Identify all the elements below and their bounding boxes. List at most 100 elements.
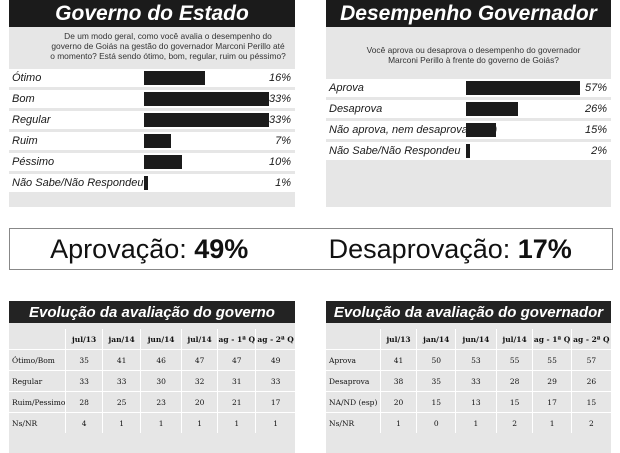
bar-value-label: 10%: [268, 156, 291, 168]
bar-label: Regular: [12, 114, 51, 126]
column-header: jun/14: [455, 329, 497, 350]
desaprovacao-label: Desaprovação:: [328, 233, 511, 264]
column-header: ag - 2ª Q: [570, 329, 611, 350]
bar-row: Não Sabe/Não Respondeu 1%: [9, 174, 295, 192]
aprovacao-value: 49%: [194, 233, 249, 264]
bar-label: Péssimo: [12, 156, 55, 168]
table-cell: 1: [217, 412, 256, 433]
table-cell: 1: [532, 412, 572, 433]
table-cell: 47: [217, 349, 256, 371]
table-cell: 53: [455, 349, 497, 371]
bar-value-label: 16%: [268, 72, 291, 84]
bar-label: Aprova: [329, 82, 364, 94]
bar-label: Bom: [12, 93, 35, 105]
table-row: Desaprova 38 35 33 28 29 26: [326, 370, 611, 392]
aprovacao-label: Aprovação:: [50, 233, 187, 264]
bar: [466, 102, 518, 116]
table-cell: 13: [455, 391, 497, 413]
table-cell: 26: [570, 370, 611, 392]
table-cell: 4: [65, 412, 103, 433]
table-row: Aprova 41 50 53 55 55 57: [326, 349, 611, 371]
table-cell: 47: [180, 349, 218, 371]
bar: [144, 176, 148, 190]
column-header: jul/13: [65, 329, 103, 350]
table-cell: 23: [140, 391, 182, 413]
table-row: Ns/NR 1 0 1 2 1 2: [326, 412, 611, 433]
table-cell: 33: [65, 370, 103, 392]
bar-value-label: 15%: [584, 124, 607, 136]
bar-label: Não aprova, nem desaprova (Esp): [329, 124, 498, 136]
corner-cell: [9, 329, 66, 350]
row-label: Ruim/Pessimo: [9, 391, 66, 413]
governador-trend-panel: Evolução da avaliação do governador jul/…: [326, 301, 611, 453]
table-cell: 41: [101, 349, 141, 371]
bar-row: Desaprova 26%: [326, 100, 611, 118]
column-header: ag - 2ª Q: [255, 329, 295, 350]
bar-row: Aprova 57%: [326, 79, 611, 97]
table-cell: 55: [532, 349, 572, 371]
table-row: NA/ND (esp) 20 15 13 15 17 15: [326, 391, 611, 413]
bar: [144, 113, 270, 127]
bar-value-label: 1%: [275, 177, 291, 189]
table-cell: 15: [416, 391, 456, 413]
table-cell: 50: [416, 349, 456, 371]
table-cell: 2: [495, 412, 533, 433]
table-cell: 2: [570, 412, 611, 433]
table-cell: 31: [217, 370, 256, 392]
table-cell: 33: [455, 370, 497, 392]
table-cell: 20: [180, 391, 218, 413]
bar-label: Desaprova: [329, 103, 383, 115]
table-cell: 55: [495, 349, 533, 371]
table-cell: 0: [416, 412, 456, 433]
column-header: jan/14: [101, 329, 141, 350]
table-cell: 1: [101, 412, 141, 433]
table-row: Ruim/Pessimo 28 25 23 20 21 17: [9, 391, 295, 413]
column-header: jul/14: [495, 329, 533, 350]
table-row: Ns/NR 4 1 1 1 1 1: [9, 412, 295, 433]
table-cell: 1: [379, 412, 417, 433]
bar: [466, 123, 496, 137]
governo-question: De um modo geral, como você avalia o des…: [50, 31, 286, 61]
table-cell: 49: [255, 349, 295, 371]
table-cell: 15: [495, 391, 533, 413]
column-header: ag - 1ª Q: [532, 329, 572, 350]
bar-row: Péssimo 10%: [9, 153, 295, 171]
table-cell: 30: [140, 370, 182, 392]
row-label: Ns/NR: [326, 412, 381, 433]
governo-trend-panel: Evolução da avaliação do governo jul/13 j…: [9, 301, 295, 453]
bar-row: Ótimo 16%: [9, 69, 295, 87]
column-header: jul/14: [180, 329, 218, 350]
bar: [466, 144, 470, 158]
bar-label: Ótimo: [12, 72, 42, 84]
bar-value-label: 7%: [275, 135, 291, 147]
column-header: jun/14: [140, 329, 182, 350]
column-header: ag - 1ª Q: [217, 329, 256, 350]
row-label: Ns/NR: [9, 412, 66, 433]
table-cell: 28: [65, 391, 103, 413]
table-cell: 1: [455, 412, 497, 433]
governador-panel: Desempenho Governador Você aprova ou des…: [326, 0, 611, 207]
bar: [144, 134, 171, 148]
table-cell: 57: [570, 349, 611, 371]
table-cell: 17: [532, 391, 572, 413]
column-header: jul/13: [379, 329, 417, 350]
table-cell: 28: [495, 370, 533, 392]
table-cell: 38: [379, 370, 417, 392]
row-label: Regular: [9, 370, 66, 392]
table-cell: 41: [379, 349, 417, 371]
governo-panel: Governo do Estado De um modo geral, como…: [9, 0, 295, 207]
table-row: Ótimo/Bom 35 41 46 47 47 49: [9, 349, 295, 371]
bar-row: Bom 33%: [9, 90, 295, 108]
desaprovacao-value: 17%: [517, 233, 572, 264]
governador-question: Você aprova ou desaprova o desempenho do…: [366, 45, 581, 65]
bar-value-label: 33%: [268, 114, 291, 126]
row-label: Desaprova: [326, 370, 381, 392]
bar-value-label: 2%: [591, 145, 607, 157]
table-cell: 25: [101, 391, 141, 413]
table-cell: 17: [255, 391, 295, 413]
table-cell: 1: [255, 412, 295, 433]
bar-label: Não Sabe/Não Respondeu: [12, 177, 144, 189]
